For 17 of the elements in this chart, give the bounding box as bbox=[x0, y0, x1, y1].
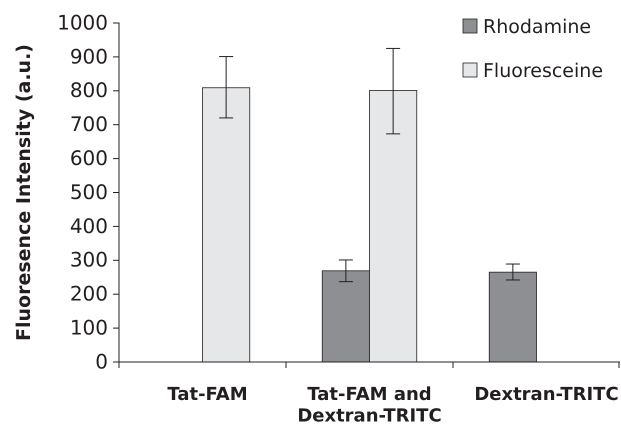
y-tick-label: 700 bbox=[70, 112, 108, 136]
x-tick-label: Tat-FAM bbox=[167, 384, 248, 405]
y-tick-label: 300 bbox=[70, 248, 108, 272]
y-tick-label: 1000 bbox=[57, 10, 108, 34]
x-tick-label: Dextran-TRITC bbox=[474, 384, 619, 405]
y-tick-label: 400 bbox=[70, 214, 108, 238]
y-tick-label: 900 bbox=[70, 44, 108, 68]
x-tick-label: Tat-FAM and Dextran-TRITC bbox=[297, 384, 442, 427]
y-tick-label: 600 bbox=[70, 146, 108, 170]
y-tick-label: 800 bbox=[70, 78, 108, 102]
legend-label: Rhodamine bbox=[483, 16, 592, 38]
legend-label: Fluoresceine bbox=[483, 60, 604, 82]
y-tick-label: 500 bbox=[70, 180, 108, 204]
y-tick-label: 100 bbox=[70, 316, 108, 340]
y-axis-title: Fluoresence Intensity (a.u.) bbox=[13, 44, 35, 341]
y-tick-label: 200 bbox=[70, 282, 108, 306]
y-tick-label: 0 bbox=[95, 349, 108, 374]
